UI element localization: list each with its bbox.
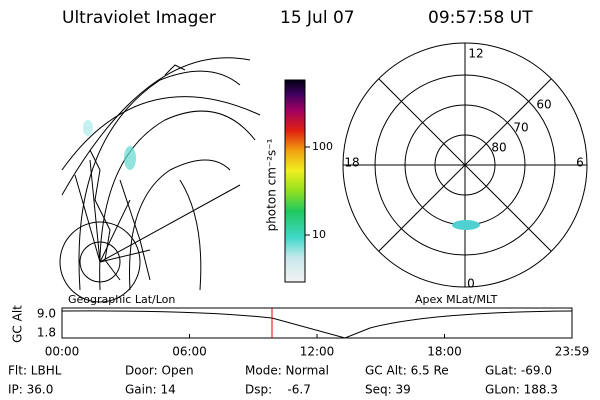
geo-map [59, 57, 261, 303]
x-tick-label: 18:00 [427, 345, 462, 359]
info-field: Door: Open [125, 364, 194, 378]
aurora-blob [83, 120, 93, 136]
info-field: Gain: 14 [125, 383, 176, 397]
y-tick-label: 9.0 [37, 307, 56, 321]
info-field: GLon: 188.3 [485, 383, 558, 397]
time: 09:57:58 UT [428, 8, 533, 28]
lat-label: 60 [536, 98, 551, 112]
colorbar-tick-label: 10 [312, 228, 326, 241]
info-field: Seq: 39 [365, 383, 411, 397]
date: 15 Jul 07 [280, 8, 355, 28]
mlt-label: 12 [468, 47, 483, 61]
y-tick-label: 1.8 [37, 326, 56, 340]
aurora-blob [452, 220, 480, 230]
title: Ultraviolet Imager [62, 8, 216, 28]
colorbar-tick-label: 100 [312, 140, 333, 153]
aurora-blob [124, 146, 136, 170]
panel-label: Apex MLat/MLT [415, 293, 498, 306]
x-ticks: 00:00 06:00 12:00 18:00 23:59 [45, 334, 590, 359]
polar-grid [342, 42, 588, 288]
info-block: Flt: LBHL Door: Open Mode: Normal GC Alt: 6… [8, 364, 558, 397]
info-field: Mode: Normal [245, 364, 329, 378]
lat-label: 80 [491, 141, 506, 155]
mlt-label: 18 [344, 156, 359, 170]
x-tick-label: 06:00 [172, 345, 207, 359]
panel-label: Geographic Lat/Lon [68, 293, 175, 306]
y-axis-label: GC Alt [11, 305, 25, 343]
info-field: Flt: LBHL [8, 364, 62, 378]
info-field: GLat: -69.0 [485, 364, 552, 378]
info-field: IP: 36.0 [8, 383, 53, 397]
mlt-label: 0 [467, 277, 475, 291]
gc-alt-curve [61, 310, 573, 339]
x-tick-label: 23:59 [555, 345, 590, 359]
colorbar [284, 79, 306, 283]
info-field: Dsp: -6.7 [245, 383, 311, 397]
lat-label: 70 [513, 121, 528, 135]
x-tick-label: 12:00 [300, 345, 335, 359]
x-tick-label: 00:00 [45, 345, 80, 359]
mlt-label: 6 [576, 156, 584, 170]
colorbar-label: photon cm⁻²s⁻¹ [265, 138, 279, 231]
info-field: GC Alt: 6.5 Re [365, 364, 449, 378]
